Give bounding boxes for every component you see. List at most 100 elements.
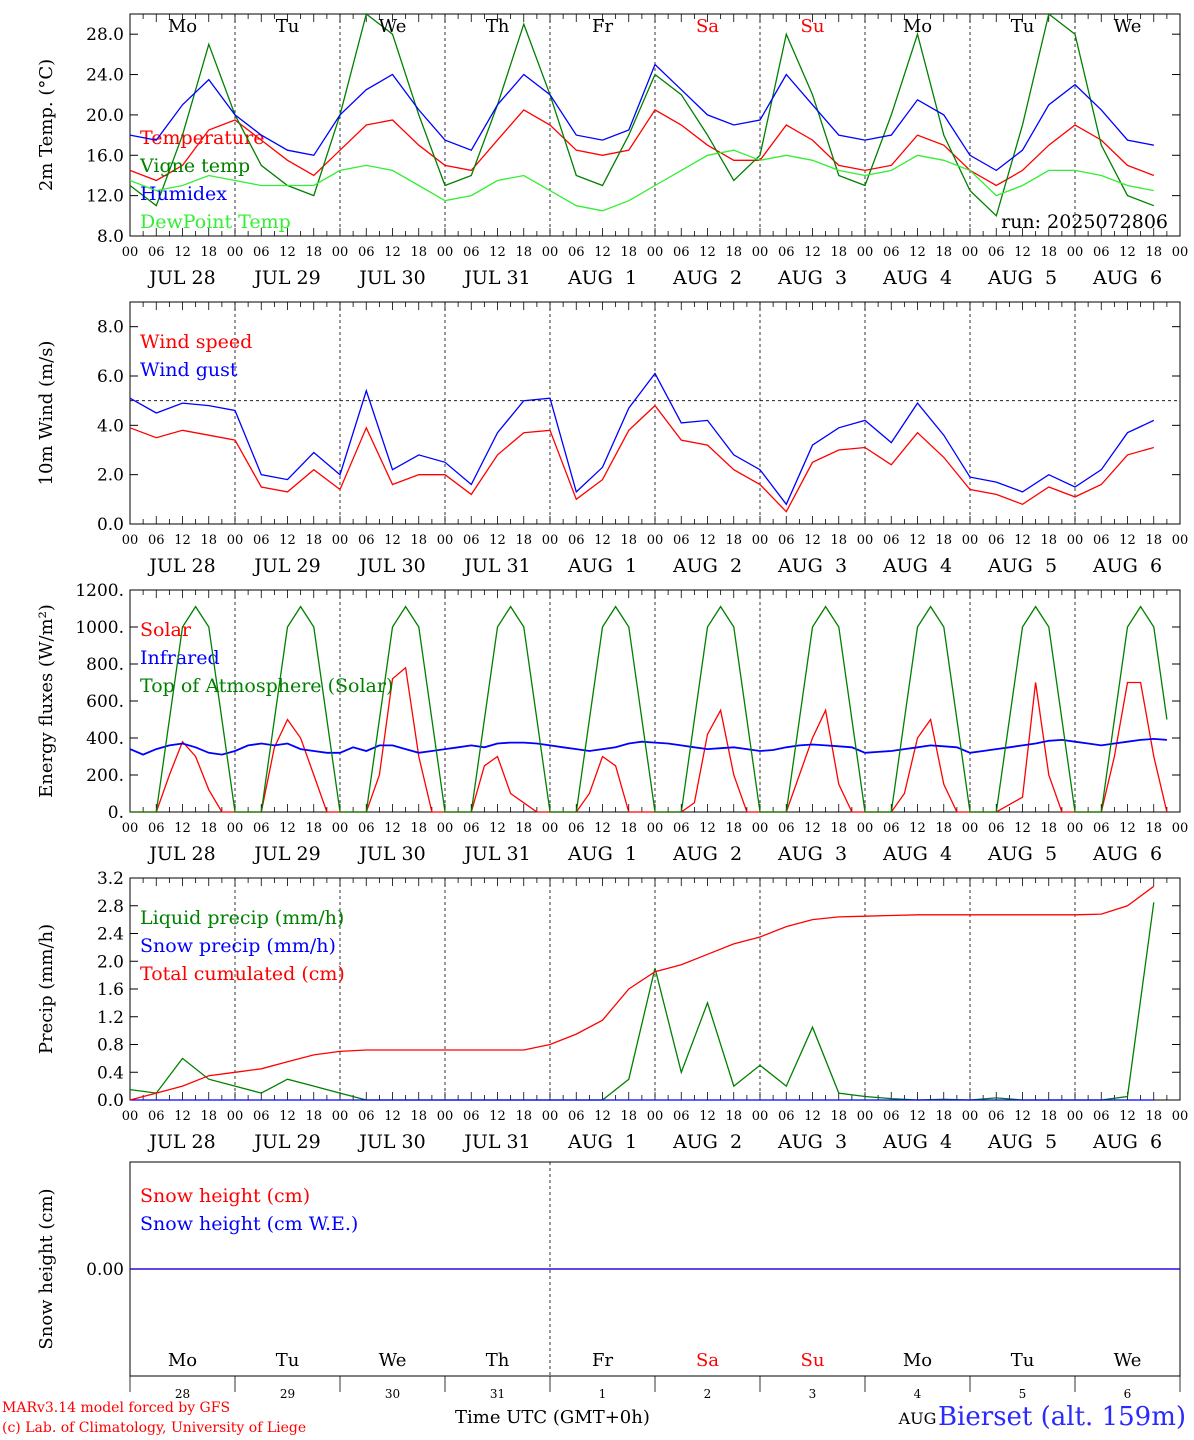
panel-2-hour-label: 00 bbox=[437, 533, 454, 548]
panel-3-date-label: AUG 5 bbox=[987, 843, 1057, 865]
panel-3-hour-label: 06 bbox=[883, 821, 900, 836]
panel-4-date-label: AUG 6 bbox=[1092, 1131, 1162, 1153]
panel-2-date-label: AUG 5 bbox=[987, 555, 1057, 577]
panel-1-hour-label: 06 bbox=[778, 245, 795, 260]
panel-1-date-label: AUG 5 bbox=[987, 267, 1057, 289]
panel-4-hour-label: 12 bbox=[1119, 1109, 1136, 1124]
panel-3-legend-entry: Solar bbox=[140, 619, 192, 641]
panel-4-date-label: AUG 1 bbox=[567, 1131, 637, 1153]
panel-1-hour-label: 00 bbox=[122, 245, 139, 260]
panel-4-y-tick-label: 0.4 bbox=[97, 1063, 124, 1083]
bottom-month-label: AUG bbox=[898, 1409, 937, 1428]
panel-4-hour-label: 06 bbox=[358, 1109, 375, 1124]
bottom-day-number: 29 bbox=[280, 1387, 295, 1401]
station-label: Bierset (alt. 159m) bbox=[937, 1402, 1186, 1432]
panel-4-hour-label: 06 bbox=[148, 1109, 165, 1124]
panel-3-y-tick-label: 600. bbox=[86, 692, 124, 712]
panel-4-legend-entry: Liquid precip (mm/h) bbox=[140, 907, 344, 929]
panel-4-y-tick-label: 1.6 bbox=[97, 980, 124, 1000]
panel-2-hour-label: 06 bbox=[463, 533, 480, 548]
bottom-day-number: 6 bbox=[1124, 1387, 1132, 1401]
panel-2-hour-label: 12 bbox=[279, 533, 296, 548]
panel-2-hour-label: 18 bbox=[935, 533, 952, 548]
panel-4-hour-label: 12 bbox=[909, 1109, 926, 1124]
panel-4-hour-label: 06 bbox=[883, 1109, 900, 1124]
panel-1-hour-label: 00 bbox=[542, 245, 559, 260]
panel-3-hour-label: 18 bbox=[200, 821, 217, 836]
panel-4-y-tick-label: 2.8 bbox=[97, 897, 124, 917]
panel-4-hour-label: 00 bbox=[122, 1109, 139, 1124]
panel-1-date-label: AUG 3 bbox=[777, 267, 847, 289]
panel-4-y-tick-label: 0.0 bbox=[97, 1091, 124, 1111]
panel-4-hour-label: 18 bbox=[935, 1109, 952, 1124]
panel-3-hour-label: 18 bbox=[935, 821, 952, 836]
panel-3-hour-label: 00 bbox=[542, 821, 559, 836]
panel-2-hour-label: 12 bbox=[594, 533, 611, 548]
panel-2-hour-label: 18 bbox=[515, 533, 532, 548]
panel-2-hour-label: 06 bbox=[148, 533, 165, 548]
panel-3-hour-label: 18 bbox=[1145, 821, 1162, 836]
panel-1-hour-label: 12 bbox=[594, 245, 611, 260]
panel-1-date-label: JUL 29 bbox=[252, 267, 320, 289]
panel-2-hour-label: 12 bbox=[174, 533, 191, 548]
panel-5-legend-entry: Snow height (cm W.E.) bbox=[140, 1213, 358, 1235]
panel-4-hour-label: 18 bbox=[1040, 1109, 1057, 1124]
panel-3-hour-label: 06 bbox=[1093, 821, 1110, 836]
panel-2-hour-label: 18 bbox=[1040, 533, 1057, 548]
panel-4-hour-label: 18 bbox=[830, 1109, 847, 1124]
panel-2-hour-label: 00 bbox=[542, 533, 559, 548]
time-axis-label: Time UTC (GMT+0h) bbox=[455, 1407, 650, 1428]
panel-1-legend-entry: DewPoint Temp bbox=[140, 211, 291, 233]
panel-1-hour-label: 12 bbox=[384, 245, 401, 260]
bottom-day-number: 2 bbox=[704, 1387, 712, 1401]
panel-4-y-tick-label: 0.8 bbox=[97, 1036, 124, 1056]
panel-2-hour-label: 12 bbox=[804, 533, 821, 548]
panel-4-date-label: AUG 2 bbox=[672, 1131, 742, 1153]
panel-3-series-line bbox=[130, 605, 1168, 813]
panel-1-hour-label: 00 bbox=[647, 245, 664, 260]
panel-2-hour-label: 00 bbox=[752, 533, 769, 548]
bottom-day-number: 5 bbox=[1019, 1387, 1027, 1401]
panel-1-hour-label: 18 bbox=[935, 245, 952, 260]
panel-4-y-tick-label: 1.2 bbox=[97, 1008, 124, 1028]
panel-2-hour-label: 18 bbox=[305, 533, 322, 548]
panel-5-dow-label: Th bbox=[486, 1350, 510, 1371]
panel-2-hour-label: 18 bbox=[725, 533, 742, 548]
panel-3-y-tick-label: 1200. bbox=[75, 581, 124, 601]
panel-4-hour-label: 12 bbox=[594, 1109, 611, 1124]
panel-5-dow-label: Mo bbox=[903, 1350, 932, 1371]
panel-1-hour-label: 06 bbox=[463, 245, 480, 260]
panel-2-date-label: AUG 6 bbox=[1092, 555, 1162, 577]
panel-3-hour-label: 00 bbox=[332, 821, 349, 836]
panel-2-hour-label: 12 bbox=[384, 533, 401, 548]
panel-2-y-tick-label: 6.0 bbox=[97, 367, 124, 387]
panel-2-hour-label: 12 bbox=[909, 533, 926, 548]
panel-1-hour-label: 12 bbox=[489, 245, 506, 260]
panel-1-date-label: AUG 4 bbox=[882, 267, 952, 289]
panel-4-hour-label: 00 bbox=[437, 1109, 454, 1124]
panel-1-hour-label: 18 bbox=[620, 245, 637, 260]
panel-2-y-axis-label: 10m Wind (m/s) bbox=[36, 341, 57, 486]
panel-3-date-label: AUG 2 bbox=[672, 843, 742, 865]
panel-2-hour-label: 00 bbox=[332, 533, 349, 548]
panel-1-series-line bbox=[129, 109, 1155, 187]
panel-3-hour-label: 18 bbox=[515, 821, 532, 836]
panel-4-y-tick-label: 3.2 bbox=[97, 869, 124, 889]
panel-3-y-tick-label: 400. bbox=[86, 729, 124, 749]
panel-3-hour-label: 12 bbox=[594, 821, 611, 836]
panel-1-hour-label: 12 bbox=[1014, 245, 1031, 260]
panel-2-hour-label: 18 bbox=[620, 533, 637, 548]
panel-3-hour-label: 12 bbox=[699, 821, 716, 836]
panel-1-hour-label: 18 bbox=[725, 245, 742, 260]
panel-4-series-line bbox=[129, 902, 1155, 1101]
panel-1-hour-label: 00 bbox=[962, 245, 979, 260]
panel-1-y-tick-label: 16.0 bbox=[86, 146, 124, 166]
panel-5-dow-label: We bbox=[379, 1350, 407, 1371]
panel-1-hour-label: 06 bbox=[568, 245, 585, 260]
panel-4-hour-label: 12 bbox=[804, 1109, 821, 1124]
panel-3-hour-label: 18 bbox=[830, 821, 847, 836]
panel-1-hour-label: 06 bbox=[1093, 245, 1110, 260]
panel-4-hour-label: 18 bbox=[200, 1109, 217, 1124]
bottom-day-number: 30 bbox=[385, 1387, 400, 1401]
panel-4-hour-label: 00 bbox=[647, 1109, 664, 1124]
